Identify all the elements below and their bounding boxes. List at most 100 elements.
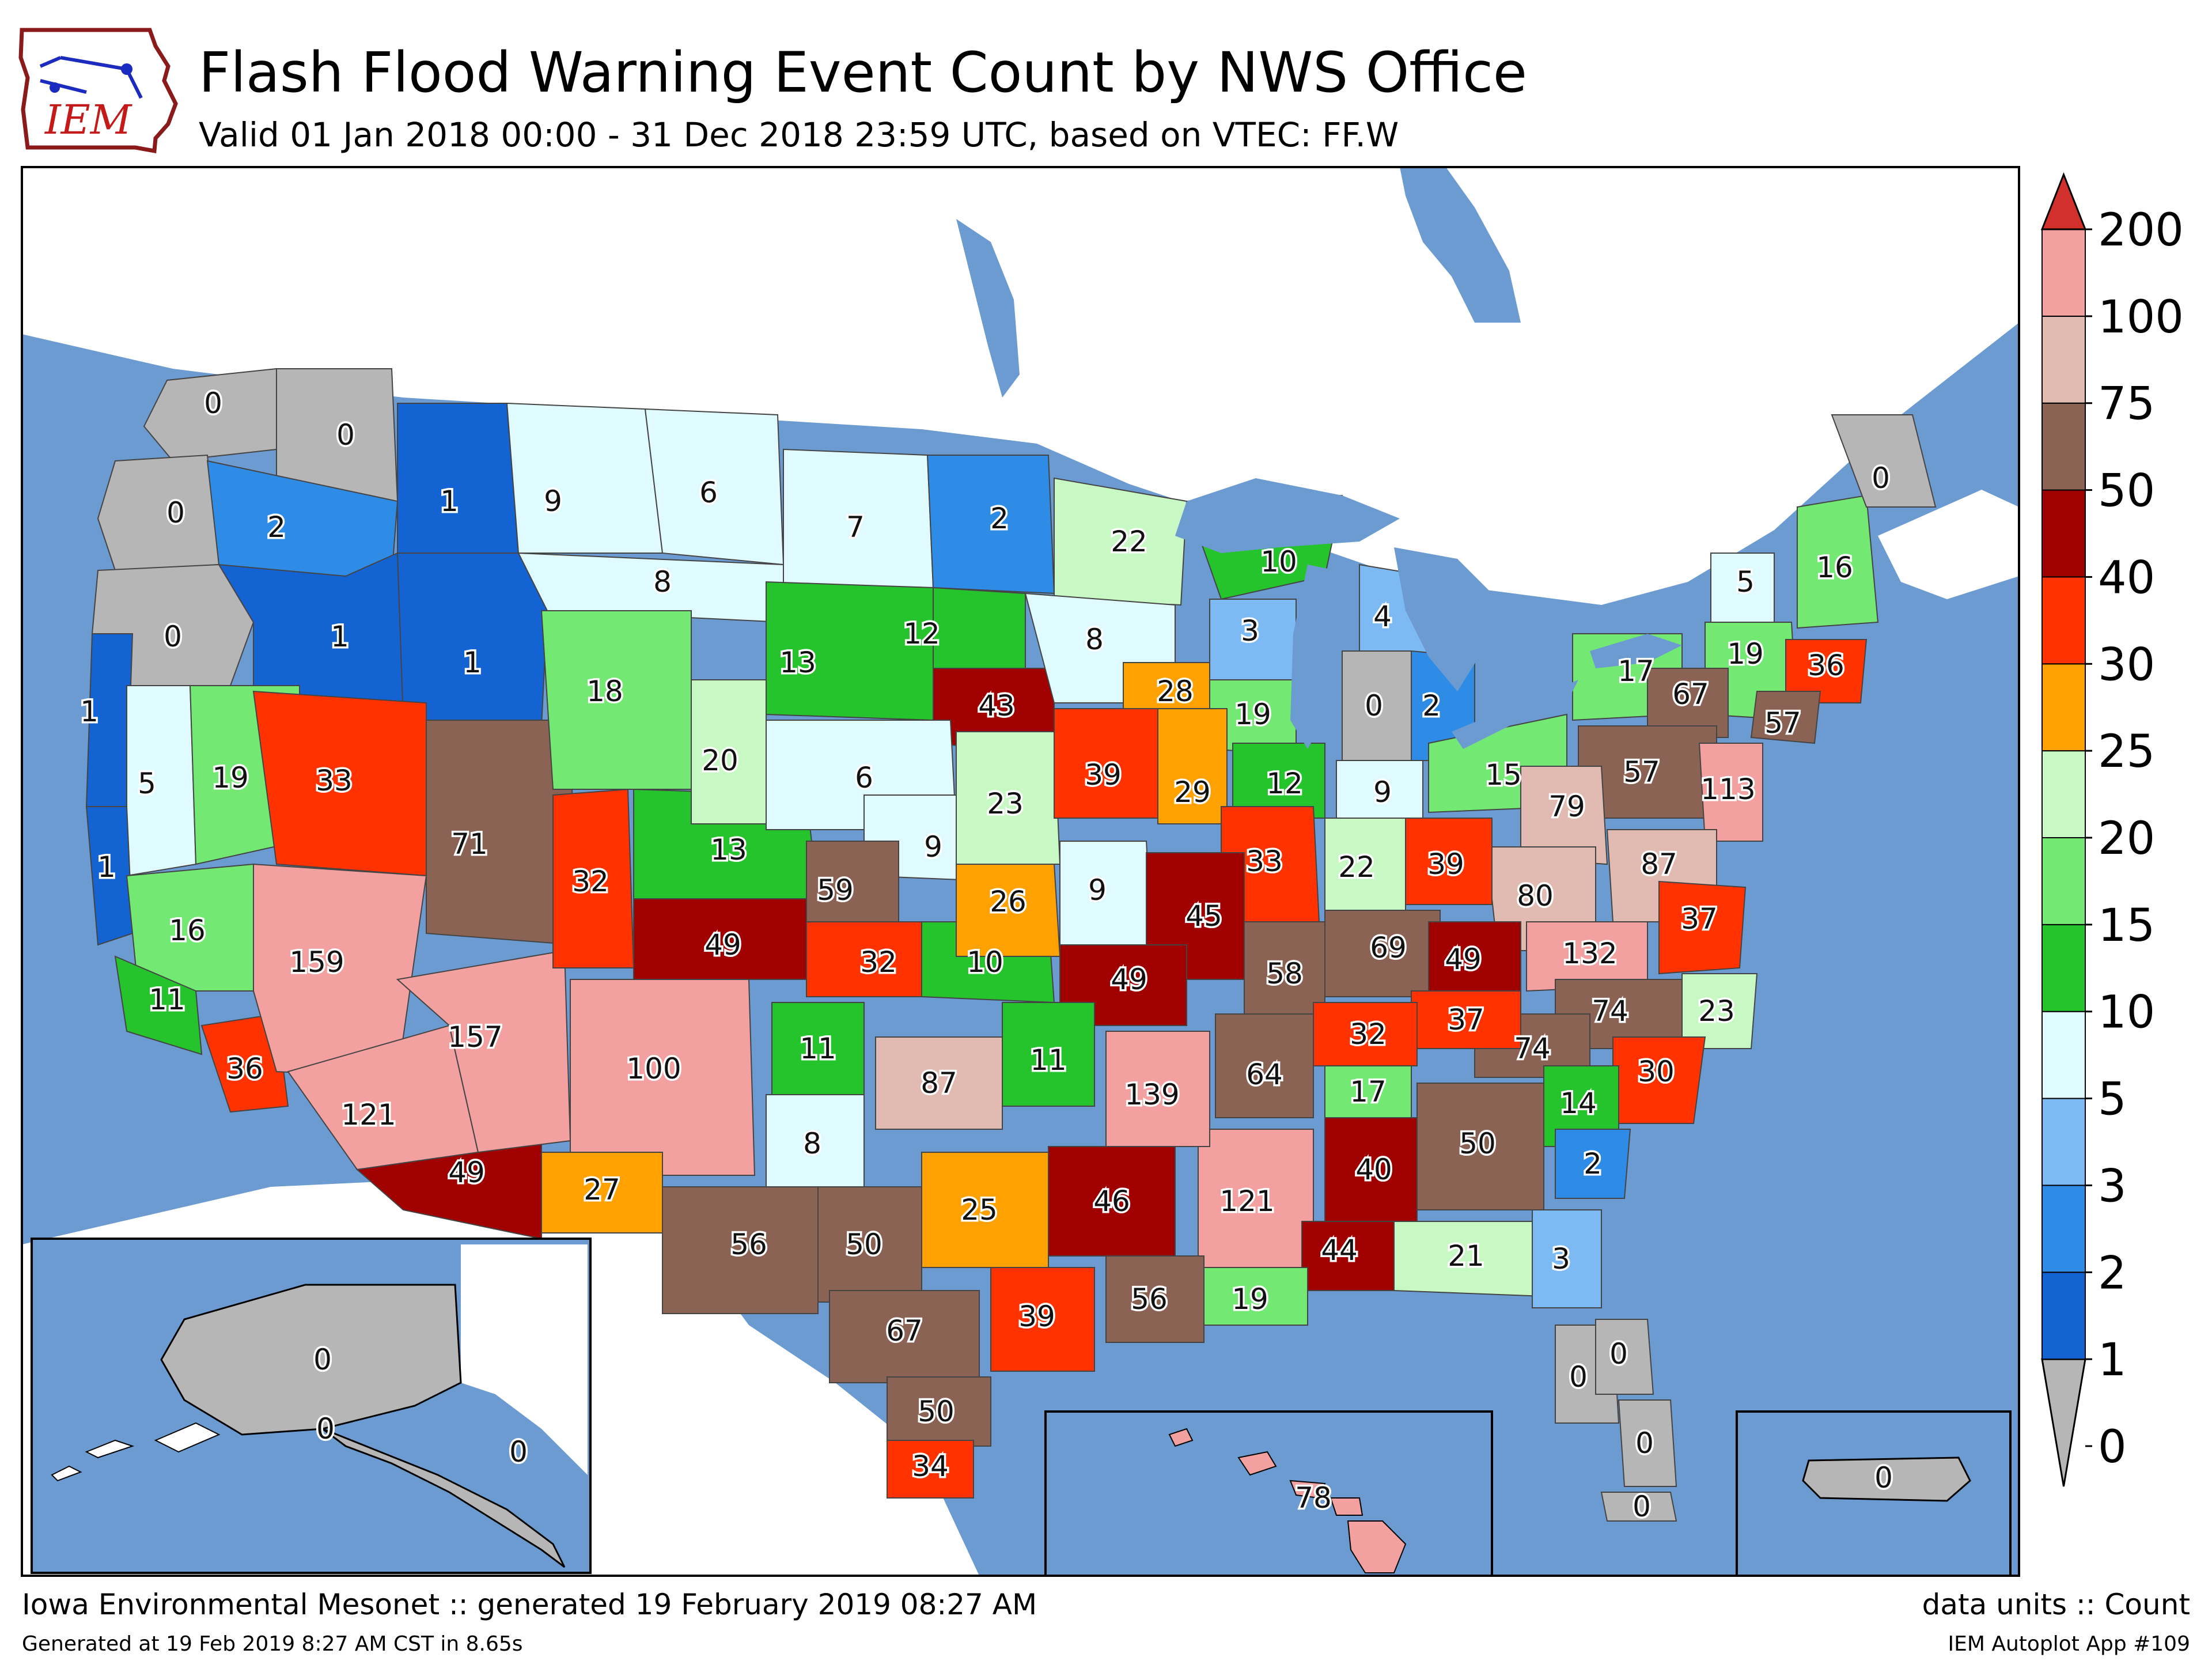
- office-label-rev: 19: [212, 761, 249, 794]
- colorbar-swatch: [2041, 576, 2086, 665]
- office-label-sgf: 49: [1111, 963, 1147, 996]
- office-label-bmx: 40: [1355, 1153, 1392, 1186]
- office-region-tfx: [506, 402, 664, 554]
- office-label-tae: 21: [1448, 1239, 1484, 1273]
- office-region-sew: [143, 368, 277, 462]
- office-label-oax: 23: [987, 787, 1024, 820]
- lake-winnipeg: [956, 219, 1020, 398]
- office-region-key: [1600, 1492, 1677, 1522]
- office-label-mrx: 37: [1448, 1003, 1484, 1036]
- office-label-ffc: 50: [1459, 1127, 1496, 1160]
- colorbar-swatch: [2041, 750, 2086, 838]
- office-label-rlx: 80: [1517, 879, 1554, 913]
- colorbar-swatch-above: [2040, 172, 2087, 230]
- office-label-top: 26: [990, 885, 1027, 918]
- office-label-buf: 17: [1618, 654, 1654, 688]
- office-label-byz: 8: [653, 565, 672, 599]
- office-label-pdt: 2: [267, 510, 286, 544]
- office-label-box: 36: [1808, 649, 1844, 682]
- office-label-shv: 46: [1093, 1185, 1130, 1218]
- office-label-lmk: 69: [1370, 931, 1407, 964]
- office-label-gid: 9: [924, 830, 942, 864]
- colorbar-swatch: [2041, 229, 2086, 317]
- office-region-mlb: [1595, 1319, 1654, 1395]
- office-label-mfl: 0: [1635, 1427, 1654, 1460]
- office-label-gld: 59: [817, 873, 854, 907]
- puerto-rico-inset: [1736, 1410, 2012, 1577]
- office-region-pqr: [97, 454, 220, 572]
- office-label-sjt: 50: [846, 1228, 882, 1261]
- colorbar-swatch: [2041, 837, 2086, 925]
- office-label-eka: 1: [80, 695, 99, 728]
- office-label-btv: 5: [1736, 565, 1755, 599]
- office-label-vef: 159: [289, 945, 344, 979]
- office-label-sew: 0: [204, 387, 222, 420]
- office-label-lub: 8: [803, 1127, 821, 1160]
- office-label-fsd: 43: [978, 689, 1015, 722]
- lake-michigan: [1290, 565, 1342, 749]
- office-label-maf: 56: [730, 1228, 767, 1261]
- colorbar-swatch: [2041, 402, 2086, 491]
- colorbar-swatch-below: [2041, 1358, 2086, 1487]
- office-label-lzk: 139: [1124, 1078, 1179, 1111]
- office-label-dmx: 39: [1085, 758, 1122, 792]
- office-label-mso: 1: [440, 485, 459, 518]
- chart-title: Flash Flood Warning Event Count by NWS O…: [199, 40, 1527, 105]
- colorbar-swatch: [2041, 1098, 2086, 1186]
- office-label-oun: 87: [921, 1066, 957, 1100]
- office-label-slc: 71: [451, 827, 488, 861]
- colorbar-tick-label: 25: [2098, 726, 2155, 778]
- colorbar-tick-label: 40: [2098, 552, 2155, 604]
- colorbar-tick-label: 50: [2098, 466, 2155, 517]
- office-label-phi: 113: [1700, 773, 1755, 806]
- office-region-crp: [887, 1376, 991, 1447]
- office-label-mpx: 8: [1085, 623, 1104, 656]
- office-label-ilx: 33: [1246, 845, 1283, 878]
- office-label-akq: 37: [1681, 902, 1718, 936]
- colorbar-tick-label: 3: [2098, 1160, 2127, 1212]
- office-label-dtx: 2: [1422, 689, 1441, 722]
- office-label-iln: 39: [1427, 847, 1464, 881]
- office-label-fgz: 157: [448, 1020, 502, 1054]
- office-label-fwd: 25: [961, 1193, 998, 1227]
- colorbar-tick-label: 75: [2098, 379, 2155, 430]
- office-label-cae: 14: [1560, 1087, 1597, 1120]
- footer-app: IEM Autoplot App #109: [1948, 1632, 2190, 1656]
- footer-source: Iowa Environmental Mesonet :: generated …: [22, 1588, 1037, 1621]
- office-label-jan: 121: [1219, 1185, 1274, 1218]
- office-region-oun: [875, 1036, 1003, 1130]
- office-label-ohx: 32: [1350, 1017, 1387, 1051]
- office-label-aly: 19: [1727, 637, 1764, 671]
- office-label-boi: 1: [331, 620, 349, 653]
- office-label-mob: 44: [1321, 1234, 1358, 1267]
- office-label-dlh: 22: [1111, 525, 1147, 558]
- colorbar-tick-label: 0: [2098, 1421, 2127, 1473]
- office-label-abr: 12: [903, 617, 940, 650]
- office-region-abq: [570, 979, 756, 1176]
- office-region-hgx: [990, 1267, 1095, 1372]
- office-label-hfo: 78: [1295, 1481, 1332, 1515]
- office-label-lbf: 6: [855, 761, 873, 794]
- office-label-key: 0: [1633, 1490, 1651, 1523]
- office-region-car: [1831, 414, 1937, 508]
- lake-superior: [1175, 478, 1400, 553]
- lake-huron: [1394, 547, 1532, 691]
- office-label-riw: 18: [586, 675, 623, 708]
- office-label-psr: 121: [341, 1098, 396, 1132]
- colorbar-tick-label: 5: [2098, 1074, 2127, 1126]
- office-label-ajk: 0: [509, 1435, 528, 1469]
- office-label-afc: 0: [313, 1343, 332, 1376]
- office-label-gyx: 16: [1816, 551, 1853, 584]
- office-label-cys: 20: [702, 744, 738, 777]
- office-region-meg: [1215, 1013, 1314, 1118]
- office-region-sto: [126, 685, 197, 877]
- office-label-mtr: 1: [97, 850, 116, 884]
- office-label-ind: 22: [1338, 850, 1375, 884]
- footer-generated: Generated at 19 Feb 2019 8:27 AM CST in …: [22, 1632, 523, 1656]
- office-region-phi: [1698, 743, 1763, 842]
- lake-erie: [1452, 680, 1578, 749]
- office-label-sju: 0: [1874, 1461, 1893, 1494]
- hawaii-region: [1347, 1520, 1407, 1573]
- office-label-epz: 27: [584, 1173, 620, 1206]
